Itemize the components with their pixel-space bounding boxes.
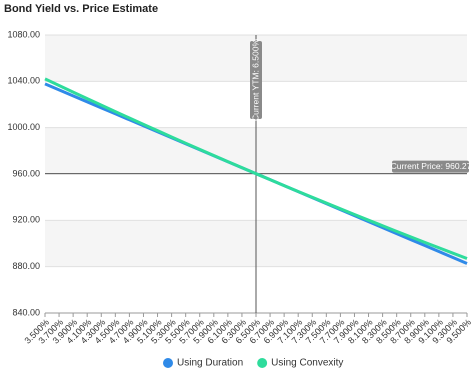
annotation-box bbox=[250, 41, 262, 119]
y-tick-label: 880.00 bbox=[12, 261, 40, 271]
annotation-label: Current Price: 960.27 bbox=[391, 161, 472, 171]
annotation-label: Current YTM: 6.500% bbox=[250, 39, 260, 121]
y-tick-label: 1080.00 bbox=[7, 29, 40, 39]
legend-label: Using Convexity bbox=[271, 358, 343, 369]
y-tick-label: 960.00 bbox=[12, 168, 40, 178]
legend-marker bbox=[163, 358, 173, 368]
legend-label: Using Duration bbox=[177, 358, 243, 369]
series-line bbox=[44, 77, 468, 260]
y-tick-label: 840.00 bbox=[12, 307, 40, 317]
y-tick-label: 1000.00 bbox=[7, 122, 40, 132]
legend: Using Duration Using Convexity bbox=[163, 358, 343, 369]
y-tick-label: 1040.00 bbox=[7, 76, 40, 86]
legend-marker bbox=[257, 358, 268, 368]
annotation-box bbox=[392, 160, 469, 173]
y-tick-label: 920.00 bbox=[12, 215, 40, 225]
chart-title: Bond Yield vs. Price Estimate bbox=[4, 3, 158, 15]
